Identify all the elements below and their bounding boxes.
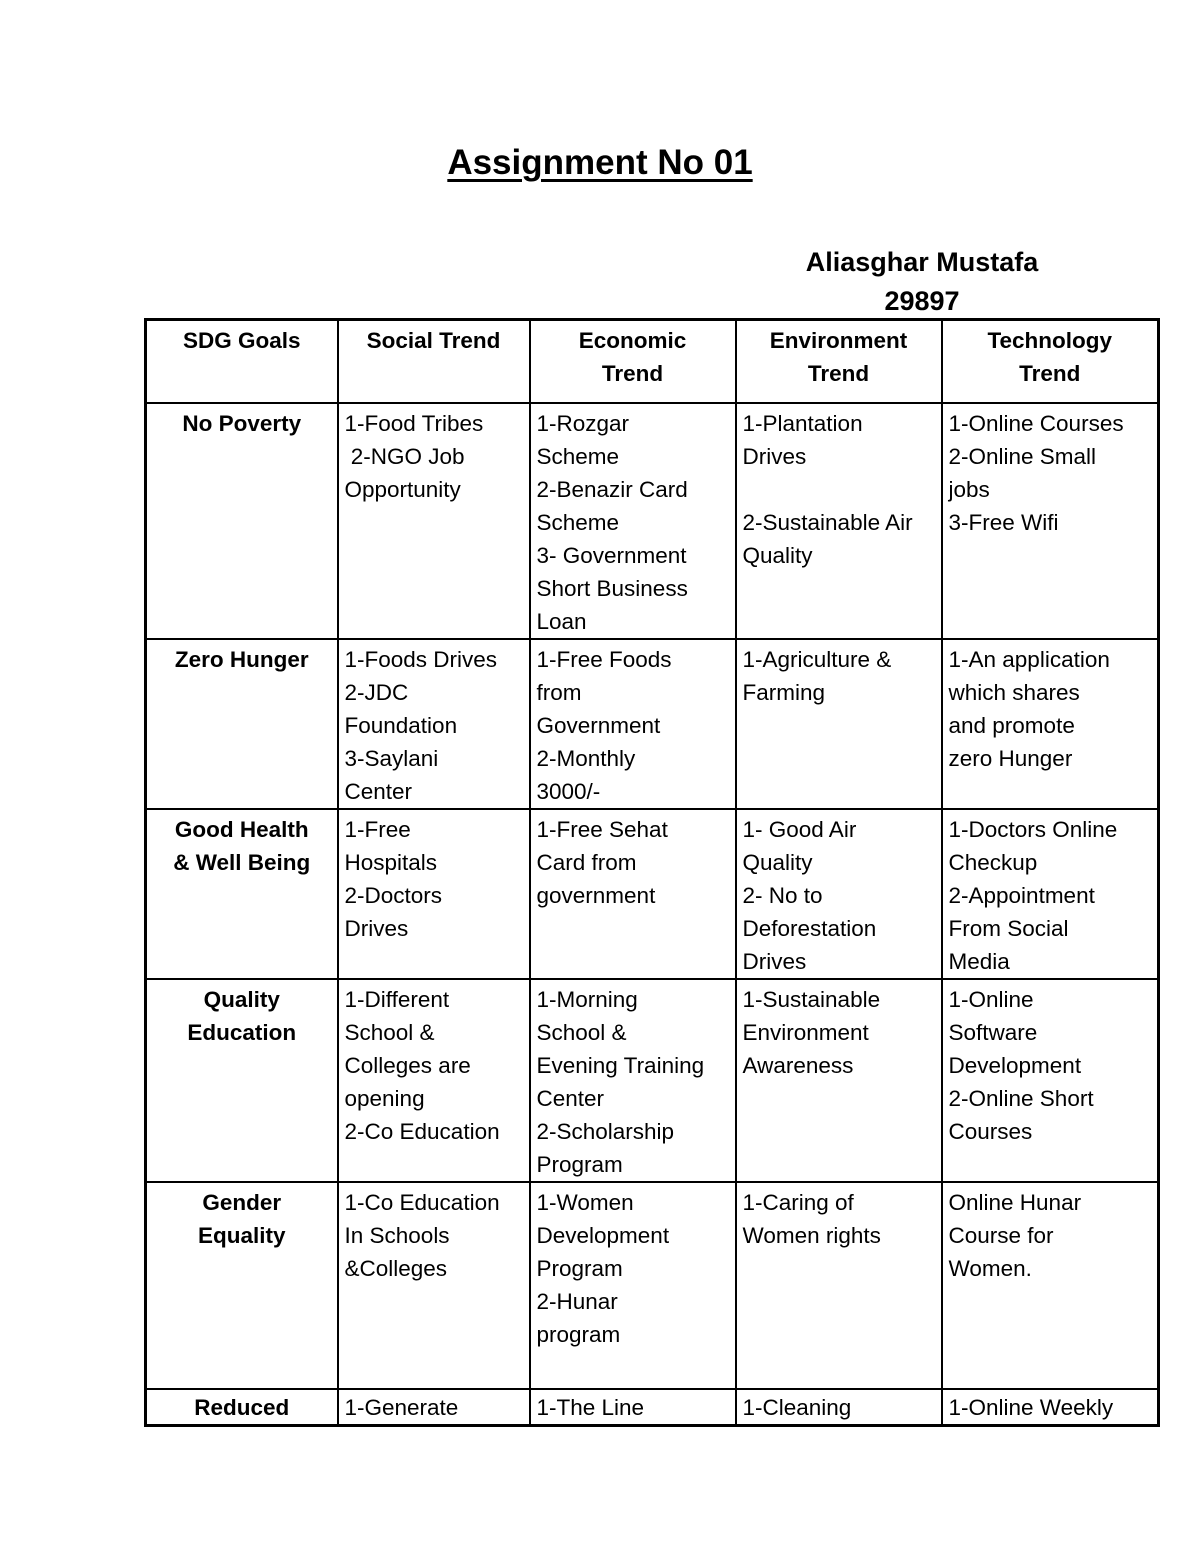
- column-header-social-trend: Social Trend: [336, 318, 531, 404]
- column-header-economic-trend: Economic Trend: [528, 318, 737, 404]
- sdg-goal-cell: Reduced: [144, 1388, 339, 1427]
- economic-trend-cell: 1-Rozgar Scheme 2-Benazir Card Scheme 3-…: [528, 402, 737, 640]
- table-row: No Poverty 1-Food Tribes 2-NGO Job Opport…: [144, 402, 1160, 640]
- economic-trend-cell: 1-The Line: [528, 1388, 737, 1427]
- sdg-goal-cell: Zero Hunger: [144, 638, 339, 810]
- student-info: Aliasghar Mustafa 29897: [757, 243, 1087, 321]
- technology-trend-cell: Online Hunar Course for Women.: [940, 1181, 1160, 1390]
- environment-trend-cell: 1-Agriculture & Farming: [734, 638, 943, 810]
- column-header-environment-trend: Environment Trend: [734, 318, 943, 404]
- table-header: SDG Goals Social Trend Economic Trend En…: [144, 318, 1160, 404]
- technology-trend-cell: 1-Doctors Online Checkup 2-Appointment F…: [940, 808, 1160, 980]
- social-trend-cell: 1-Different School & Colleges are openin…: [336, 978, 531, 1183]
- assignment-title: Assignment No 01: [0, 143, 1200, 183]
- assignment-title-text: Assignment No 01: [447, 143, 753, 182]
- sdg-goal-cell: Good Health & Well Being: [144, 808, 339, 980]
- sdg-goal-cell: Gender Equality: [144, 1181, 339, 1390]
- social-trend-cell: 1-Free Hospitals 2-Doctors Drives: [336, 808, 531, 980]
- social-trend-cell: 1-Generate: [336, 1388, 531, 1427]
- environment-trend-cell: 1- Good Air Quality 2- No to Deforestati…: [734, 808, 943, 980]
- table-header-row: SDG Goals Social Trend Economic Trend En…: [144, 318, 1160, 404]
- environment-trend-cell: 1-Sustainable Environment Awareness: [734, 978, 943, 1183]
- technology-trend-cell: 1-Online Courses 2-Online Small jobs 3-F…: [940, 402, 1160, 640]
- student-id: 29897: [884, 286, 960, 316]
- table-row: Quality Education 1-Different School & Co…: [144, 978, 1160, 1183]
- social-trend-cell: 1-Food Tribes 2-NGO Job Opportunity: [336, 402, 531, 640]
- technology-trend-cell: 1-Online Weekly: [940, 1388, 1160, 1427]
- column-header-sdg-goals: SDG Goals: [144, 318, 339, 404]
- environment-trend-cell: 1-Caring of Women rights: [734, 1181, 943, 1390]
- social-trend-cell: 1-Co Education In Schools &Colleges: [336, 1181, 531, 1390]
- sdg-trends-table: SDG Goals Social Trend Economic Trend En…: [144, 318, 1160, 1427]
- social-trend-cell: 1-Foods Drives 2-JDC Foundation 3-Saylan…: [336, 638, 531, 810]
- table-row: Reduced 1-Generate 1-The Line 1-Cleaning 1-O…: [144, 1388, 1160, 1427]
- technology-trend-cell: 1-An application which shares and promot…: [940, 638, 1160, 810]
- table-row: Zero Hunger 1-Foods Drives 2-JDC Foundati…: [144, 638, 1160, 810]
- column-header-technology-trend: Technology Trend: [940, 318, 1160, 404]
- environment-trend-cell: 1-Cleaning: [734, 1388, 943, 1427]
- sdg-table-body: No Poverty 1-Food Tribes 2-NGO Job Opport…: [144, 402, 1160, 1427]
- economic-trend-cell: 1-Free Sehat Card from government: [528, 808, 737, 980]
- student-name: Aliasghar Mustafa: [805, 247, 1039, 277]
- sdg-goal-cell: No Poverty: [144, 402, 339, 640]
- sdg-goal-cell: Quality Education: [144, 978, 339, 1183]
- table-row: Good Health & Well Being 1-Free Hospitals…: [144, 808, 1160, 980]
- economic-trend-cell: 1-Free Foods from Government 2-Monthly 3…: [528, 638, 737, 810]
- economic-trend-cell: 1-Women Development Program 2-Hunar prog…: [528, 1181, 737, 1390]
- environment-trend-cell: 1-Plantation Drives 2-Sustainable Air Qu…: [734, 402, 943, 640]
- economic-trend-cell: 1-Morning School & Evening Training Cent…: [528, 978, 737, 1183]
- table-row: Gender Equality 1-Co Education In Schools…: [144, 1181, 1160, 1390]
- technology-trend-cell: 1-Online Software Development 2-Online S…: [940, 978, 1160, 1183]
